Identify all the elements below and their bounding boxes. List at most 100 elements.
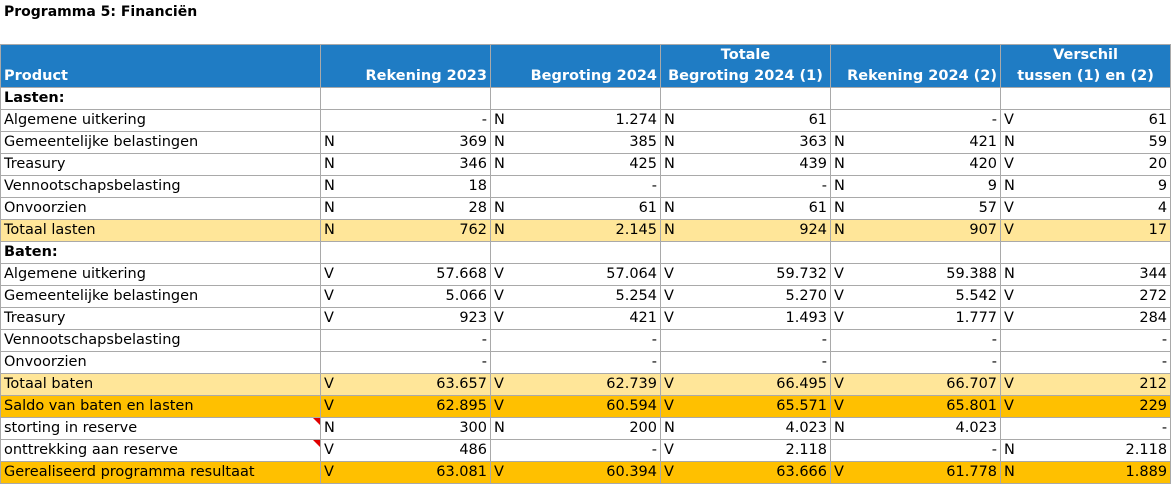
amount-cell: 385 [508, 131, 662, 154]
amount-cell: 57.064 [508, 263, 662, 286]
nv-flag [490, 175, 509, 198]
row-label: Vennootschapsbelasting [0, 175, 321, 198]
amount-cell: 2.118 [678, 439, 832, 462]
amount-cell [848, 87, 1002, 110]
amount-cell: 4.023 [678, 417, 832, 440]
amount-cell [1018, 87, 1172, 110]
row-label-text: storting in reserve [4, 420, 138, 436]
saldo-row: Gerealiseerd programma resultaat V 63.081 V… [0, 461, 1172, 484]
row-label-text: Gemeentelijke belastingen [4, 288, 199, 304]
amount-cell: 762 [338, 219, 491, 242]
amount-cell: 65.801 [848, 395, 1002, 418]
row-label: Treasury [0, 153, 321, 176]
amount-cell: 923 [338, 307, 491, 330]
nv-flag: N [660, 153, 679, 176]
amount-cell: 59.732 [678, 263, 832, 286]
nv-flag [490, 329, 509, 352]
nv-flag: N [830, 153, 849, 176]
table-row: onttrekking aan reserve V 486- V 2.118- N 2.11… [0, 439, 1172, 462]
row-label-text: Onvoorzien [4, 354, 87, 370]
nv-flag: V [660, 373, 679, 396]
amount-cell: 65.571 [678, 395, 832, 418]
amount-cell: 60.594 [508, 395, 662, 418]
amount-cell: - [338, 109, 491, 132]
amount-cell: - [338, 329, 491, 352]
nv-flag: V [1000, 285, 1019, 308]
nv-flag: V [1000, 307, 1019, 330]
nv-flag: V [320, 461, 339, 484]
nv-flag: N [1000, 175, 1019, 198]
amount-cell: 284 [1018, 307, 1172, 330]
nv-flag: V [1000, 109, 1019, 132]
nv-flag: V [490, 395, 509, 418]
nv-flag: V [830, 263, 849, 286]
amount-cell: 9 [848, 175, 1002, 198]
nv-flag [660, 87, 679, 110]
row-label: Gemeentelijke belastingen [0, 285, 321, 308]
amount-cell [508, 87, 662, 110]
row-label: Onvoorzien [0, 197, 321, 220]
row-label: Treasury [0, 307, 321, 330]
nv-flag: V [490, 307, 509, 330]
amount-cell: 61 [1018, 109, 1172, 132]
header-begroting-2024: Begroting 2024 [489, 44, 662, 88]
comment-indicator-icon[interactable] [313, 418, 320, 425]
table-row: Treasury V 923 V 421 V 1.493 V 1.777 V 284 [0, 307, 1172, 330]
nv-flag [830, 241, 849, 264]
amount-cell: 439 [678, 153, 832, 176]
nv-flag: V [830, 373, 849, 396]
amount-cell: 4.023 [848, 417, 1002, 440]
nv-flag [1000, 351, 1019, 374]
amount-cell: 344 [1018, 263, 1172, 286]
amount-cell: 61 [678, 109, 832, 132]
nv-flag [490, 439, 509, 462]
amount-cell: 17 [1018, 219, 1172, 242]
amount-cell: 4 [1018, 197, 1172, 220]
nv-flag [660, 351, 679, 374]
amount-cell: - [1018, 417, 1172, 440]
nv-flag: N [830, 219, 849, 242]
nv-flag: N [830, 175, 849, 198]
nv-flag [830, 109, 849, 132]
comment-indicator-icon[interactable] [313, 440, 320, 447]
amount-cell: 1.889 [1018, 461, 1172, 484]
table-row: Treasury N 346 N 425 N 439 N 420 V 20 [0, 153, 1172, 176]
row-label: Lasten: [0, 87, 321, 110]
nv-flag: V [660, 439, 679, 462]
amount-cell: - [848, 109, 1002, 132]
table-body: Lasten: Algemene uitkering - N 1.274 N 61- V 61 G… [0, 87, 1172, 484]
row-label-text: Treasury [4, 310, 66, 326]
row-label-text: Algemene uitkering [4, 112, 146, 128]
amount-cell: - [678, 175, 832, 198]
nv-flag: N [660, 109, 679, 132]
amount-cell: - [508, 175, 662, 198]
row-label: Algemene uitkering [0, 109, 321, 132]
amount-cell: 28 [338, 197, 491, 220]
amount-cell: - [508, 329, 662, 352]
nv-flag [660, 329, 679, 352]
amount-cell: 57 [848, 197, 1002, 220]
header-product: Product [0, 44, 321, 88]
amount-cell: - [508, 439, 662, 462]
nv-flag: N [660, 219, 679, 242]
row-label: Totaal baten [0, 373, 321, 396]
nv-flag [1000, 329, 1019, 352]
row-label: Gemeentelijke belastingen [0, 131, 321, 154]
nv-flag: V [830, 307, 849, 330]
amount-cell: 420 [848, 153, 1002, 176]
nv-flag [1000, 241, 1019, 264]
amount-cell: 1.777 [848, 307, 1002, 330]
amount-cell: 66.707 [848, 373, 1002, 396]
nv-flag [320, 87, 339, 110]
amount-cell: 57.668 [338, 263, 491, 286]
nv-flag: V [830, 395, 849, 418]
amount-cell: 1.274 [508, 109, 662, 132]
amount-cell: 486 [338, 439, 491, 462]
nv-flag: V [1000, 153, 1019, 176]
amount-cell: - [848, 329, 1002, 352]
nv-flag: N [320, 131, 339, 154]
table-row: Vennootschapsbelasting N 18- - N 9 N 9 [0, 175, 1172, 198]
nv-flag: V [490, 285, 509, 308]
nv-flag: V [830, 285, 849, 308]
amount-cell: 421 [508, 307, 662, 330]
